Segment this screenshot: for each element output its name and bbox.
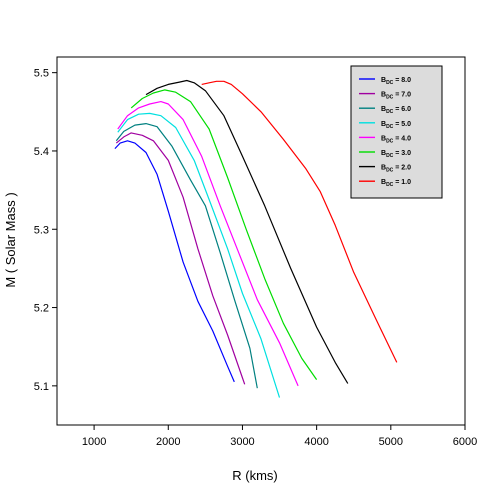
legend-label: BDC = 2.0 [381,165,411,174]
series-line-2-0 [145,79,349,384]
series-line-3-0 [130,89,318,380]
legend-label: BDC = 6.0 [381,106,411,115]
legend-box [350,65,443,199]
y-tick-label: 5.1 [34,381,49,393]
series-layer [114,79,398,398]
x-tick-label: 4000 [304,436,328,448]
series-line-6-0 [115,122,258,389]
x-tick-label: 5000 [379,436,403,448]
series-line-8-0 [114,140,235,383]
y-tick-label: 5.5 [34,68,49,80]
series-line-4-0 [117,100,299,387]
legend-label: BDC = 8.0 [381,77,411,86]
plot-frame [56,56,466,426]
legend-label: BDC = 4.0 [381,135,411,144]
y-tick-label: 5.2 [34,303,49,315]
x-axis-ticks: 1000 2000 3000 4000 5000 6000 [82,425,477,448]
x-tick-label: 6000 [453,436,477,448]
x-tick-label: 2000 [156,436,180,448]
legend-label: BDC = 3.0 [381,150,411,159]
legend: BDC = 8.0 BDC = 7.0 BDC = 6.0 BDC = 5.0 BDC … [350,65,443,199]
x-axis-title: R (kms) [232,468,278,483]
series-line-5-0 [117,112,281,398]
x-tick-label: 3000 [230,436,254,448]
y-axis-title: M ( Solar Mass ) [3,192,18,287]
x-tick-label: 1000 [82,436,106,448]
legend-label: BDC = 1.0 [381,179,411,188]
series-line-7-0 [115,132,246,385]
series-line-1-0 [201,80,398,363]
legend-label: BDC = 5.0 [381,121,411,130]
legend-label: BDC = 7.0 [381,92,411,101]
y-tick-label: 5.3 [34,224,49,236]
y-axis-ticks: 5.1 5.2 5.3 5.4 5.5 [34,68,57,393]
y-tick-label: 5.4 [34,146,49,158]
